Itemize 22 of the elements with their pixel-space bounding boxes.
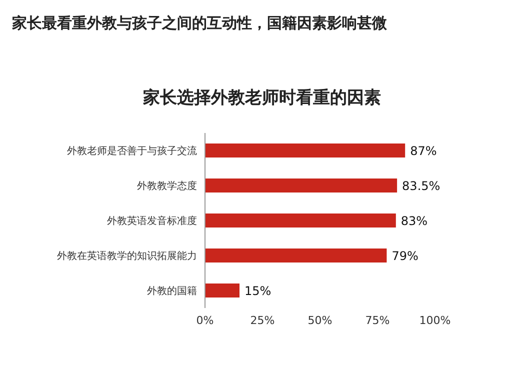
y-tick-label: 外教英语发音标准度 — [107, 215, 197, 228]
x-tick-label: 50% — [308, 314, 332, 327]
chart-title: 家长最看重外教与孩子之间的互动性，国籍因素影响甚微 — [12, 14, 387, 33]
y-tick-label: 外教的国籍 — [147, 285, 197, 298]
data-label: 15% — [244, 284, 272, 298]
chart-subtitle: 家长选择外教老师时看重的因素 — [142, 87, 382, 109]
data-label: 87% — [410, 144, 437, 158]
data-label: 83% — [400, 214, 428, 228]
bar — [205, 144, 406, 158]
x-tick-label: 100% — [419, 314, 451, 327]
y-tick-label: 外教在英语教学的知识拓展能力 — [57, 250, 197, 262]
y-tick-label: 外教教学态度 — [137, 180, 197, 192]
data-label: 79% — [392, 248, 418, 263]
bar — [205, 248, 387, 262]
y-tick-label: 外教老师是否善于与孩子交流 — [67, 145, 197, 158]
bar — [205, 214, 396, 228]
x-tick-label: 75% — [365, 314, 390, 327]
data-label: 83.5% — [402, 178, 440, 193]
x-tick-label: 0% — [196, 314, 214, 327]
bar — [205, 284, 240, 298]
bar — [205, 178, 398, 192]
x-tick-label: 25% — [250, 314, 275, 327]
